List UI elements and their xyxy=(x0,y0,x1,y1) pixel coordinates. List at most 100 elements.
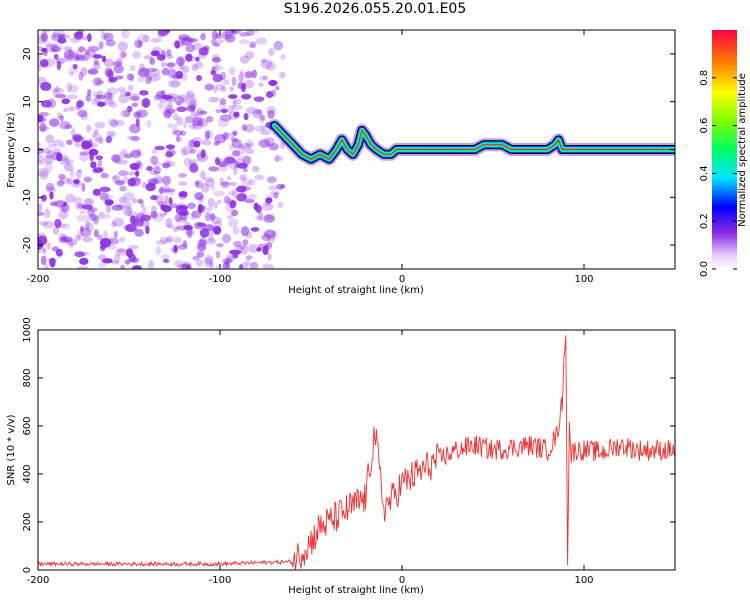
noise-blob xyxy=(178,217,188,223)
noise-blob xyxy=(259,114,266,121)
noise-blob xyxy=(49,191,54,200)
noise-blob xyxy=(38,76,47,85)
noise-blob xyxy=(217,39,225,44)
noise-blob xyxy=(259,130,272,136)
noise-blob xyxy=(245,231,253,239)
noise-blob xyxy=(61,98,70,105)
noise-blob xyxy=(245,142,255,147)
noise-blob xyxy=(164,30,171,34)
colorbar-tick-label: 0.8 xyxy=(699,70,710,86)
noise-blob xyxy=(161,185,170,194)
noise-blob xyxy=(195,61,204,69)
noise-blob xyxy=(173,112,179,121)
noise-blob xyxy=(164,105,174,110)
noise-blob xyxy=(136,148,142,156)
noise-blob xyxy=(185,44,196,53)
noise-blob xyxy=(230,30,241,35)
noise-blob xyxy=(176,116,184,126)
noise-blob xyxy=(130,93,140,102)
noise-blob xyxy=(56,60,62,71)
noise-blob xyxy=(129,215,136,225)
noise-blob xyxy=(205,115,214,123)
noise-blob xyxy=(103,92,113,100)
noise-blob xyxy=(65,238,78,246)
noise-blob xyxy=(230,135,235,143)
spectrogram-xtick-label: 100 xyxy=(574,274,593,285)
noise-blob xyxy=(245,148,255,155)
noise-blob xyxy=(92,61,101,70)
noise-blob xyxy=(40,81,52,91)
noise-blob xyxy=(168,197,173,206)
noise-blob xyxy=(73,179,80,184)
noise-blob xyxy=(68,71,74,77)
snr-panel: -200 -100 0 100 0 200 400 600 800 1000 Height of… xyxy=(6,317,676,596)
noise-blob xyxy=(136,109,148,118)
noise-blob xyxy=(178,172,187,178)
snr-frame xyxy=(37,329,676,571)
noise-blob xyxy=(172,248,179,255)
noise-blob xyxy=(167,101,173,108)
noise-blob xyxy=(59,236,68,244)
noise-blob xyxy=(166,48,172,57)
noise-blob xyxy=(266,176,277,184)
noise-blob xyxy=(78,71,84,81)
noise-blob xyxy=(106,130,116,137)
noise-blob xyxy=(220,85,227,93)
noise-blob xyxy=(128,211,139,219)
noise-blob xyxy=(119,150,127,159)
noise-blob xyxy=(145,67,158,73)
noise-blob xyxy=(155,90,166,99)
noise-blob xyxy=(199,110,208,115)
noise-blob xyxy=(163,188,176,193)
noise-blob xyxy=(215,108,221,114)
noise-blob xyxy=(49,257,56,268)
noise-blob xyxy=(102,258,113,264)
noise-blob xyxy=(226,176,232,181)
colorbar-tick-label: 0.0 xyxy=(699,261,710,277)
noise-blob xyxy=(182,261,192,268)
noise-blob xyxy=(262,245,269,256)
noise-blob xyxy=(98,137,104,145)
noise-blob xyxy=(240,244,249,255)
noise-blob xyxy=(176,100,181,107)
noise-blob xyxy=(107,118,117,127)
noise-blob xyxy=(255,37,268,45)
noise-blob xyxy=(222,79,230,86)
noise-blob xyxy=(39,122,47,133)
noise-blob xyxy=(257,243,269,248)
noise-blob xyxy=(214,157,220,165)
noise-blob xyxy=(181,145,194,155)
noise-blob xyxy=(181,148,188,157)
noise-blob xyxy=(166,62,175,68)
noise-blob xyxy=(75,54,86,61)
noise-blob xyxy=(184,228,196,236)
noise-blob xyxy=(66,82,73,93)
noise-blob xyxy=(254,30,260,34)
noise-blob xyxy=(185,264,191,269)
noise-blob xyxy=(259,115,265,124)
noise-blob xyxy=(217,118,229,128)
signal-track xyxy=(268,119,675,166)
noise-blob xyxy=(217,199,222,204)
noise-blob xyxy=(108,238,120,245)
noise-blob xyxy=(42,248,47,255)
noise-blob xyxy=(117,87,126,93)
noise-blob xyxy=(54,218,62,229)
noise-blob xyxy=(277,201,284,209)
noise-blob xyxy=(166,62,177,67)
noise-blob xyxy=(38,142,42,147)
noise-blob xyxy=(122,175,128,183)
noise-blob xyxy=(275,86,280,91)
noise-blob xyxy=(150,68,161,77)
noise-blob xyxy=(150,50,160,57)
noise-blob xyxy=(38,116,47,123)
noise-blob xyxy=(166,224,175,229)
noise-blob xyxy=(213,190,225,197)
noise-blob xyxy=(262,263,270,269)
noise-blob xyxy=(75,169,82,180)
snr-line xyxy=(38,335,675,570)
noise-blob xyxy=(103,32,114,42)
noise-blob xyxy=(126,207,132,217)
noise-blob xyxy=(145,225,150,235)
noise-blob xyxy=(79,209,86,214)
